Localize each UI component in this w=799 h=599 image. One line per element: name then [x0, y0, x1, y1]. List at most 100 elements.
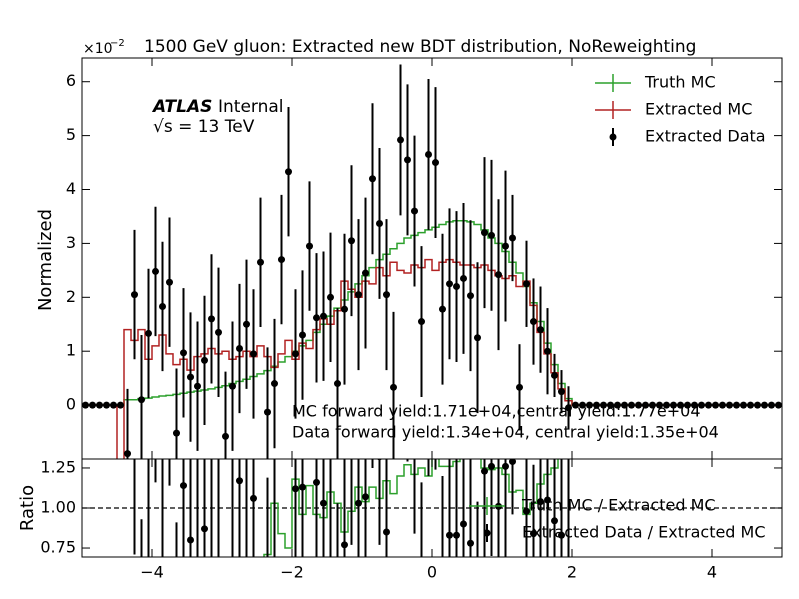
data-point: [201, 525, 208, 533]
axes: 0 1 2 3 4 5 6 0.75 1.00 1.25 −4 −2 0 2 4: [40, 58, 782, 582]
y-tick-label: 0.75: [40, 538, 76, 557]
data-point: [453, 531, 460, 539]
data-point: [320, 499, 327, 507]
data-point: [131, 291, 138, 299]
data-point: [117, 401, 124, 409]
data-point: [439, 305, 446, 313]
data-point: [299, 483, 306, 491]
data-point: [460, 520, 467, 528]
y-tick-label: 6: [66, 71, 76, 90]
y-tick-label: 2: [66, 287, 76, 306]
data-point: [635, 401, 642, 409]
data-point: [712, 401, 719, 409]
y-axis-label: Ratio: [17, 485, 38, 531]
legend-label: Extracted Data: [645, 127, 766, 146]
x-tick-label: −2: [280, 563, 304, 582]
legend-label: Extracted Data / Extracted MC: [522, 523, 766, 542]
data-point: [607, 401, 614, 409]
y-tick-label: 1: [66, 341, 76, 360]
data-point: [215, 328, 222, 336]
data-point: [159, 302, 166, 310]
data-point: [495, 271, 502, 279]
data-point: [348, 237, 355, 245]
data-point: [656, 401, 663, 409]
data-point: [467, 292, 474, 300]
data-point: [516, 383, 523, 391]
legend-label: Extracted MC: [645, 100, 752, 119]
data-point: [236, 477, 243, 485]
data-point: [705, 401, 712, 409]
data-point: [166, 278, 173, 286]
data-point: [558, 388, 565, 396]
main-plot: [82, 64, 782, 459]
data-point: [110, 401, 117, 409]
data-point: [320, 312, 327, 320]
data-point: [628, 401, 635, 409]
data-point: [229, 382, 236, 390]
data-point: [201, 356, 208, 364]
status-label: Internal: [218, 97, 284, 117]
data-point: [474, 334, 481, 342]
data-point: [530, 530, 537, 538]
data-point: [488, 231, 495, 239]
data-point: [180, 349, 187, 357]
data-point: [572, 401, 579, 409]
data-point: [355, 499, 362, 507]
offset-base: ×10: [83, 41, 113, 57]
x-tick-label: 2: [567, 563, 577, 582]
data-point: [600, 401, 607, 409]
y-tick-label: 1.00: [40, 498, 76, 517]
data-point: [292, 485, 299, 493]
data-point: [173, 429, 180, 437]
legend-label: Truth MC: [644, 73, 716, 92]
data-point: [194, 382, 201, 390]
data-point: [663, 401, 670, 409]
data-point: [698, 401, 705, 409]
data-point: [523, 507, 530, 515]
data-point: [369, 175, 376, 183]
data-point: [278, 256, 285, 264]
data-point: [530, 318, 537, 326]
data-point: [208, 315, 215, 323]
data-point: [334, 380, 341, 388]
chart-title: 1500 GeV gluon: Extracted new BDT distri…: [144, 37, 696, 57]
data-point: [292, 350, 299, 358]
data-point: [299, 331, 306, 339]
data-point: [313, 478, 320, 486]
y-tick-label: 1.25: [40, 457, 76, 476]
data-point: [565, 404, 572, 412]
data-point: [383, 291, 390, 299]
data-point: [747, 401, 754, 409]
data-point: [754, 401, 761, 409]
data-point: [586, 401, 593, 409]
data-point: [243, 320, 250, 328]
y-tick-label: 3: [66, 233, 76, 252]
data-point: [467, 539, 474, 547]
data-point: [257, 258, 264, 266]
data-point: [138, 396, 145, 404]
data-point: [397, 136, 404, 144]
data-point: [89, 401, 96, 409]
annotation: MC forward yield:1.71e+04,central yield:…: [292, 402, 701, 421]
data-point: [327, 293, 334, 301]
data-point: [733, 401, 740, 409]
data-point: [152, 267, 159, 275]
data-point: [187, 536, 194, 544]
data-point: [425, 150, 432, 158]
data-point: [390, 383, 397, 391]
data-point: [236, 345, 243, 353]
experiment-label: ATLAS: [151, 97, 212, 117]
data-point: [362, 269, 369, 277]
data-point: [222, 432, 229, 440]
data-point: [103, 401, 110, 409]
data-point: [740, 401, 747, 409]
data-point: [523, 280, 530, 288]
data-point: [124, 450, 131, 458]
legend-swatch: [483, 529, 491, 537]
data-point: [509, 234, 516, 242]
data-point: [488, 462, 495, 470]
data-point: [341, 541, 348, 549]
data-point: [453, 283, 460, 291]
offset-exponent: −2: [110, 38, 125, 49]
